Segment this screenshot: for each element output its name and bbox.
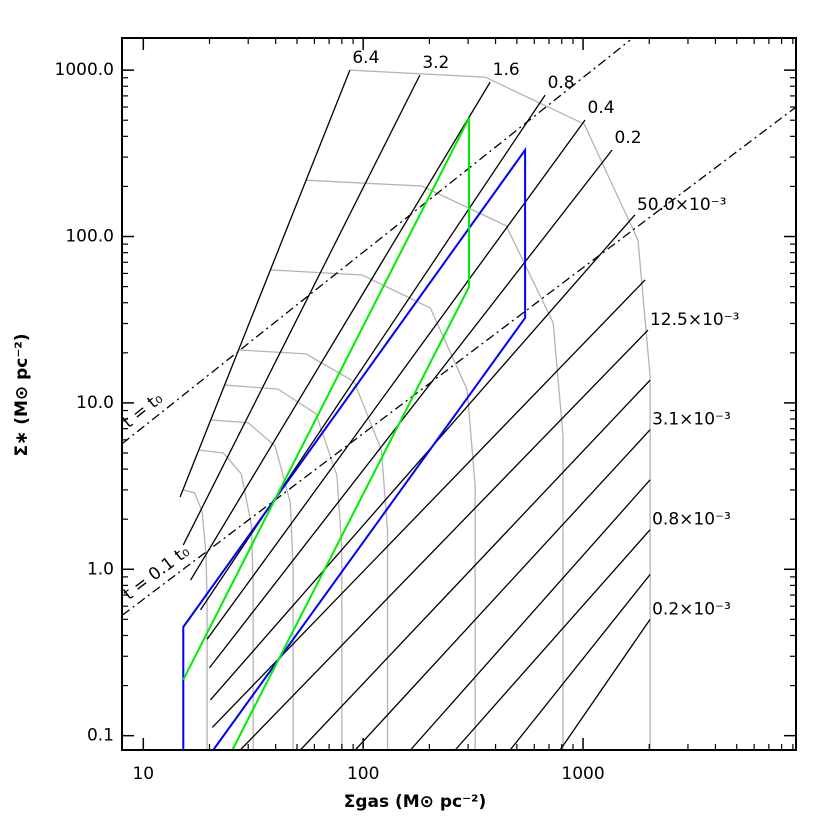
model-line	[299, 379, 651, 750]
model-line	[211, 419, 294, 750]
model-line	[354, 429, 651, 750]
x-tick-label: 100	[347, 764, 379, 784]
x-tick-label: 10	[132, 764, 154, 784]
dashdot-line	[122, 106, 796, 616]
dashdot-line	[122, 39, 631, 445]
model-line	[509, 574, 651, 750]
model-line	[189, 81, 491, 581]
line-label: t = 0.1 t₀	[120, 541, 194, 604]
model-line	[179, 69, 351, 498]
line-label: 0.2	[615, 128, 642, 148]
line-label: 6.4	[352, 48, 379, 68]
line-label: 0.8	[548, 73, 575, 93]
x-axis-title: Σgas (M⊙ pc⁻²)	[344, 792, 487, 812]
line-label: 3.1×10⁻³	[652, 410, 731, 430]
y-tick-label: 10.0	[76, 393, 114, 413]
model-line	[206, 119, 586, 640]
line-label: 50.0×10⁻³	[637, 195, 727, 215]
y-tick-label: 1000.0	[55, 60, 114, 80]
line-label: 0.4	[588, 98, 615, 118]
plot-area	[122, 39, 796, 750]
line-label: 0.8×10⁻³	[652, 510, 731, 530]
model-line	[559, 618, 651, 750]
y-tick-label: 100.0	[65, 227, 114, 247]
y-tick-label: 1.0	[87, 559, 114, 579]
model-line	[239, 329, 649, 750]
y-tick-label: 0.1	[87, 726, 114, 746]
model-line	[239, 349, 389, 750]
model-line	[349, 69, 651, 750]
line-label: t = t₀	[119, 389, 167, 433]
line-label: 0.2×10⁻³	[652, 599, 731, 619]
model-line	[182, 117, 471, 750]
model-line	[454, 529, 651, 750]
model-line	[182, 74, 421, 546]
model-line	[182, 146, 527, 750]
line-label: 3.2	[422, 53, 449, 73]
x-tick-label: 1000	[561, 764, 604, 784]
model-line	[183, 489, 208, 750]
model-line	[306, 179, 564, 750]
plot-frame	[121, 37, 797, 751]
model-line	[199, 94, 546, 611]
model-line	[225, 384, 343, 750]
model-line	[209, 214, 636, 701]
model-line	[409, 479, 651, 750]
line-label: 12.5×10⁻³	[650, 310, 740, 330]
line-label: 1.6	[493, 60, 520, 80]
model-line	[270, 269, 476, 750]
y-axis-title: Σ∗ (M⊙ pc⁻²)	[12, 333, 32, 456]
model-line	[208, 149, 613, 669]
